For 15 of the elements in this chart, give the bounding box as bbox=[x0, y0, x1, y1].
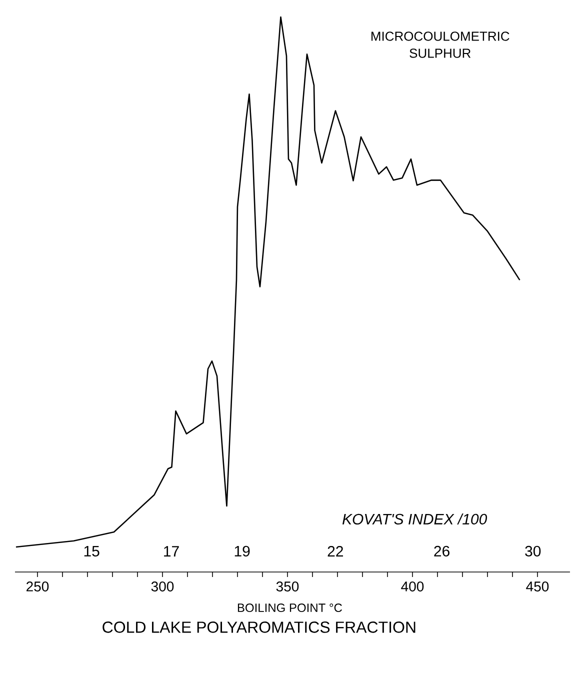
x-tick-label: 350 bbox=[276, 582, 299, 592]
x2-tick-label: 17 bbox=[164, 546, 179, 556]
x-tick-label: 450 bbox=[526, 582, 549, 592]
x2-tick-label: 22 bbox=[328, 546, 343, 556]
text: COLD LAKE POLYAROMATICS FRACTION bbox=[102, 622, 416, 633]
x-tick-label: 250 bbox=[26, 582, 49, 592]
x2-tick-label: 26 bbox=[434, 546, 450, 556]
x-tick-label: 400 bbox=[401, 582, 424, 592]
annotation: MICROCOULOMETRIC SULPHUR bbox=[371, 32, 510, 58]
x2-tick-label: 15 bbox=[84, 546, 100, 556]
x2-axis-title: KOVAT'S INDEX /100 bbox=[342, 513, 488, 524]
x-axis-title: BOILING POINT °C bbox=[238, 604, 342, 612]
x-tick-label: 300 bbox=[151, 582, 174, 592]
x2-tick-label: 19 bbox=[234, 546, 250, 556]
x2-tick-label: 30 bbox=[525, 546, 541, 556]
